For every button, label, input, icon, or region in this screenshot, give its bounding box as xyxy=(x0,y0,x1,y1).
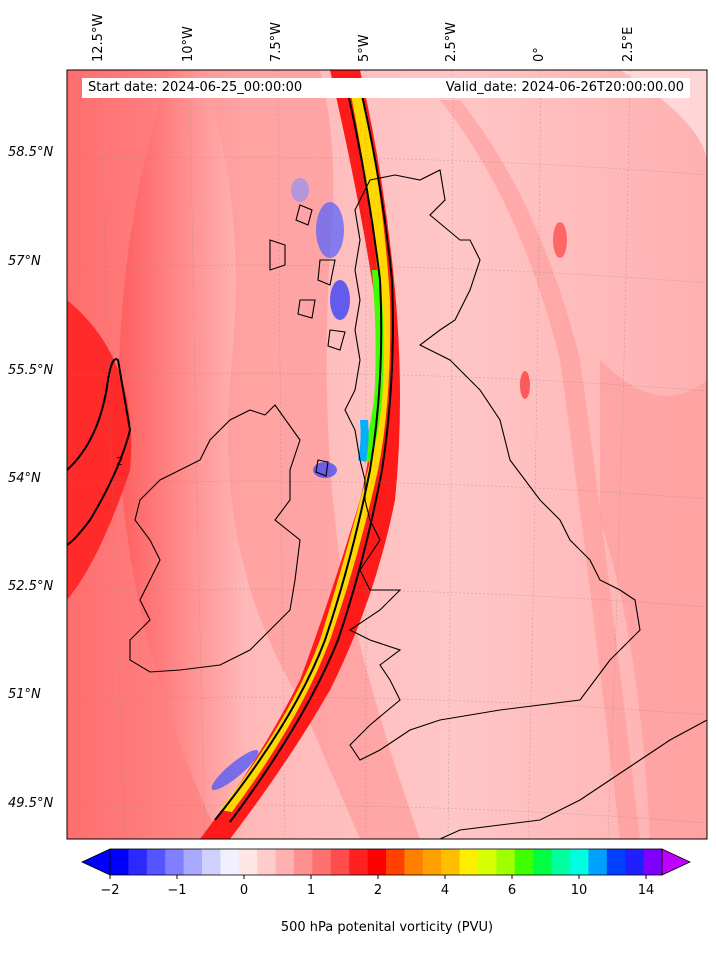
colorbar-tick-label: 2 xyxy=(373,883,383,898)
colorbar-segment xyxy=(349,849,369,875)
colorbar-segment xyxy=(570,849,589,875)
longitude-label: 12.5°W xyxy=(91,13,106,62)
colorbar-under-arrow xyxy=(81,848,111,876)
colorbar-segment xyxy=(294,849,313,875)
start-date-label: Start date: 2024-06-25_00:00:00 xyxy=(88,80,303,95)
colorbar-segment xyxy=(643,849,663,875)
colorbar-segment xyxy=(514,849,534,875)
colorbar-segment xyxy=(238,849,258,875)
colorbar-segment xyxy=(478,849,497,875)
coastlines xyxy=(129,169,707,839)
colorbar-frame xyxy=(109,848,663,876)
colorbar-segment xyxy=(496,849,516,875)
map-frame xyxy=(66,69,708,840)
colorbar-segment xyxy=(165,849,185,875)
colorbar-segment xyxy=(422,849,442,875)
colorbar-segment xyxy=(202,849,221,875)
colorbar-segment xyxy=(441,849,461,875)
latitude-label: 55.5°N xyxy=(8,363,54,378)
colorbar-segment xyxy=(533,849,553,875)
colorbar-segment xyxy=(404,849,424,875)
latitude-label: 54°N xyxy=(8,471,41,486)
colorbar-segment xyxy=(257,849,277,875)
colorbar-segment xyxy=(386,849,405,875)
colorbar-tick-label: 6 xyxy=(507,883,517,898)
graticule xyxy=(67,70,707,839)
colorbar-tick-label: −1 xyxy=(167,883,187,898)
colorbar-segment xyxy=(588,849,608,875)
colorbar-tick-label: −2 xyxy=(100,883,120,898)
colorbar-title: 500 hPa potenital vorticity (PVU) xyxy=(280,920,494,935)
colorbar-segment xyxy=(459,849,479,875)
colorbar-segment xyxy=(312,849,332,875)
colorbar xyxy=(81,848,691,879)
colorbar-tick-label: 4 xyxy=(440,883,450,898)
valid-date-label: Valid_date: 2024-06-26T20:00:00.00 xyxy=(445,80,684,95)
colorbar-segment xyxy=(146,849,166,875)
colorbar-tick-label: 0 xyxy=(239,883,249,898)
latitude-label: 58.5°N xyxy=(8,145,54,160)
colorbar-segment xyxy=(275,849,295,875)
longitude-label: 2.5°W xyxy=(444,21,459,62)
colorbar-segment xyxy=(625,849,645,875)
latitude-label: 52.5°N xyxy=(8,579,54,594)
longitude-label: 2.5°E xyxy=(621,26,636,62)
colorbar-segment xyxy=(606,849,626,875)
longitude-label: 5°W xyxy=(357,34,372,62)
longitude-label: 10°W xyxy=(181,26,196,62)
colorbar-segment xyxy=(110,849,129,875)
colorbar-tick-label: 1 xyxy=(306,883,316,898)
header-bar: Start date: 2024-06-25_00:00:00 Valid_da… xyxy=(82,78,690,98)
colorbar-segment xyxy=(367,849,387,875)
colorbar-segment xyxy=(128,849,148,875)
contour-label: 2 xyxy=(116,455,123,468)
colorbar-segment xyxy=(220,849,240,875)
colorbar-tick-label: 14 xyxy=(637,883,655,898)
latitude-label: 51°N xyxy=(8,687,41,702)
pv-field: 2 xyxy=(67,70,707,839)
latitude-label: 57°N xyxy=(8,254,41,269)
longitude-label: 7.5°W xyxy=(269,21,284,62)
colorbar-segment xyxy=(183,849,203,875)
colorbar-segment xyxy=(551,849,571,875)
colorbar-over-arrow xyxy=(661,848,691,876)
colorbar-segment xyxy=(330,849,350,875)
colorbar-tick-label: 10 xyxy=(570,883,588,898)
longitude-label: 0° xyxy=(532,47,547,62)
latitude-label: 49.5°N xyxy=(8,796,54,811)
